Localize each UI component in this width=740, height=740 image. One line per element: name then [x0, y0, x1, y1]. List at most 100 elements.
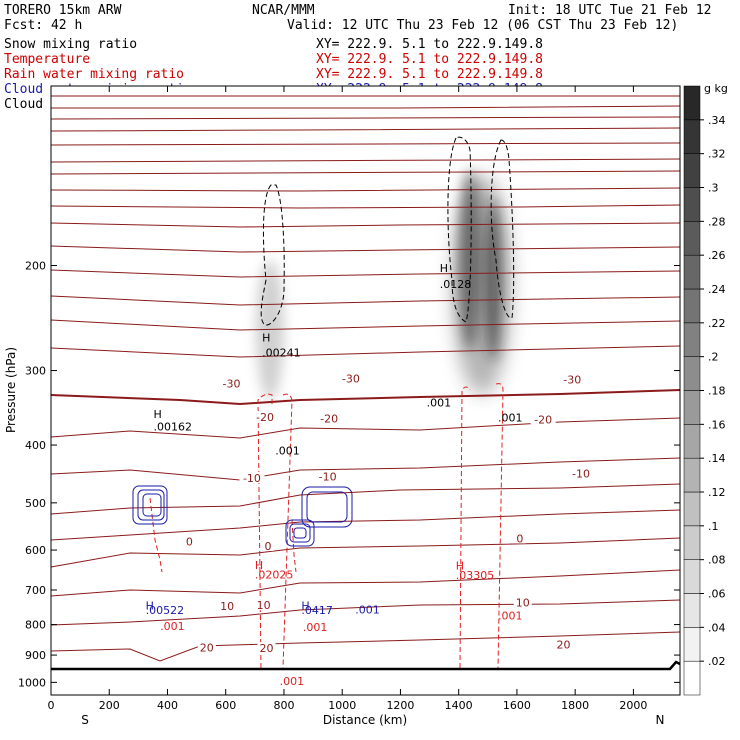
maximum-value: .00241	[262, 346, 301, 359]
isotherm	[51, 105, 681, 109]
contour-label: .001	[280, 675, 305, 688]
cloud-water-contour	[301, 486, 353, 528]
colorbar-swatch	[683, 254, 701, 290]
isotherm-label-bg	[197, 641, 216, 653]
colorbar-label: .2	[708, 351, 719, 364]
colorbar-label: .12	[708, 486, 726, 499]
maximum-marker: H	[456, 560, 464, 573]
colorbar-label: .28	[708, 215, 726, 228]
colorbar-label: .08	[708, 554, 726, 567]
colorbar-label: .32	[708, 148, 726, 161]
colorbar-swatch	[683, 153, 701, 188]
cloud-water-contour	[285, 519, 315, 547]
snow-shading	[256, 170, 512, 400]
colorbar-swatch	[683, 457, 701, 493]
cloud-water-contours	[132, 485, 353, 547]
colorbar-swatch	[683, 119, 701, 154]
colorbar-swatch	[683, 390, 701, 425]
isotherm-label-bg	[183, 535, 195, 547]
isotherm-minus10	[50, 319, 681, 331]
isotherm-label-bg	[513, 596, 532, 608]
x-tick-label: 200	[99, 699, 120, 712]
isotherm-label: 20	[200, 641, 214, 654]
cloud-water-contour	[142, 493, 162, 517]
snow-contour-east-a	[447, 136, 472, 323]
x-tick-label: 1200	[386, 699, 414, 712]
y-tick-label: 500	[25, 497, 46, 510]
isotherm-10	[50, 483, 681, 515]
colorbar-label: .14	[708, 452, 726, 465]
plot-background	[51, 86, 680, 695]
maximum-marker: H	[154, 408, 162, 421]
x-tick-label: 2000	[619, 699, 647, 712]
isotherm-label: 20	[259, 642, 273, 655]
isotherm-label: 0	[186, 536, 193, 549]
maximum-value: .00522	[146, 604, 185, 617]
isotherm-label-bg	[514, 532, 526, 544]
isotherm-label-bg	[316, 412, 342, 424]
maximum-marker: H	[146, 600, 154, 613]
colorbar-swatch	[683, 187, 701, 222]
isotherm-label: -20	[256, 411, 274, 424]
snow-shade-east-core-a	[459, 170, 481, 350]
maximum-value: .03305	[456, 569, 495, 582]
y-tick-label: 700	[25, 584, 46, 597]
colorbar-swatch	[683, 221, 701, 256]
maximum-marker: H	[301, 600, 309, 613]
x-tick-label: 800	[273, 699, 294, 712]
maximum-value: .0128	[440, 278, 472, 291]
maximum-value: .00162	[154, 420, 193, 433]
maximum-value: .02025	[255, 568, 294, 581]
isotherm-label: 0	[516, 532, 523, 545]
colorbar-swatch	[683, 559, 701, 594]
isotherm-label: -30	[342, 373, 360, 386]
colorbar-swatch	[683, 627, 701, 662]
plot-frame	[50, 85, 681, 696]
isotherm-label: 20	[557, 638, 571, 651]
x-tick-label: 1600	[503, 699, 531, 712]
rain-contours	[149, 383, 504, 669]
isotherm-label: 10	[257, 599, 271, 612]
forecast-hour: Fcst: 42 h	[4, 18, 82, 33]
isotherm	[50, 245, 681, 253]
isotherm-label-bg	[239, 472, 265, 484]
colorbar-swatch	[683, 491, 701, 527]
cloud-water-contour	[132, 485, 168, 525]
contour-label: .001	[275, 445, 300, 458]
org-label: NCAR/MMM	[252, 3, 315, 18]
contour-label: .001	[160, 620, 185, 633]
isotherm-label: -10	[319, 470, 337, 483]
isotherm-label-bg	[254, 599, 273, 611]
colorbar: .02 .04 .06 .08 .1 .12 .14 .16 .18 .2 .22 .24 .26 .28…	[683, 82, 728, 696]
isotherm	[50, 537, 681, 568]
isotherm-label: -20	[534, 413, 552, 426]
colorbar-swatch	[683, 85, 701, 121]
legend-field-xy: XY= 222.9. 5.1 to 222.9.149.8	[316, 52, 543, 67]
isotherm-zero	[50, 389, 681, 406]
colorbar-swatch	[683, 525, 701, 560]
y-tick-label: 1000	[18, 676, 46, 689]
colorbar-label: .04	[708, 621, 726, 634]
plot-area: -30 -30 -30 -20 -20 -20 -10 -10 -10 0 0 0 10 10 10 20 20…	[50, 85, 681, 696]
isotherm-label: 0	[264, 540, 271, 553]
isotherm	[50, 417, 681, 439]
isotherm	[50, 142, 681, 146]
isotherm	[50, 569, 681, 597]
snow-shade-east-core-b	[484, 200, 502, 360]
isotherm-label-bg	[568, 467, 594, 479]
legend-field-xy: XY= 222.9. 5.1 to 222.9.149.8	[316, 37, 543, 52]
x-tick-label: 1800	[561, 699, 589, 712]
snow-contour-east-b	[490, 139, 515, 319]
isotherm-label-bg	[315, 470, 341, 482]
contour-label: .001	[355, 604, 380, 617]
isotherm-label-bg	[219, 377, 245, 389]
colorbar-label: .24	[708, 283, 726, 296]
colorbar-label: .34	[708, 114, 726, 127]
temperature-isotherms	[50, 95, 681, 662]
maximum-marker: H	[440, 262, 448, 275]
isotherm-label-bg	[262, 539, 274, 551]
y-tick-label: 800	[25, 619, 46, 632]
model-title: TORERO 15km ARW	[4, 3, 122, 18]
x-tick-label: 0	[48, 699, 55, 712]
isotherm	[50, 127, 681, 132]
